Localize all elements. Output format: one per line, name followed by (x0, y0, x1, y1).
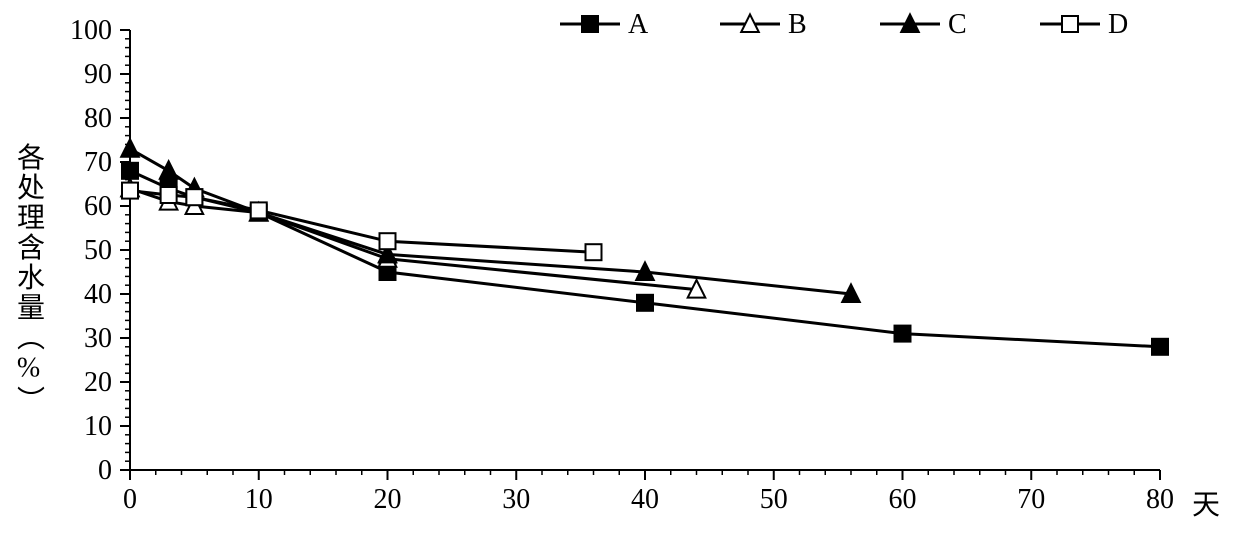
x-tick-label: 30 (502, 484, 530, 515)
series-markers-C (121, 139, 860, 302)
legend-label-A: A (628, 9, 649, 40)
marker-square (186, 189, 202, 205)
y-tick-label: 70 (84, 147, 112, 178)
y-tick-label: 100 (70, 15, 112, 46)
marker-square (122, 163, 138, 179)
x-axis-label: 天 (1192, 483, 1220, 523)
legend-label-C: C (948, 9, 967, 40)
marker-square (1062, 16, 1078, 32)
x-tick-label: 20 (374, 484, 402, 515)
series-line-C (130, 149, 851, 294)
x-tick-label: 0 (123, 484, 137, 515)
line-chart: 0 10 20 30 40 50 60 70 80 90 100 0 10 20 30 40 50 60 70 80 A… (0, 0, 1240, 557)
marker-square (637, 295, 653, 311)
marker-square (251, 202, 267, 218)
x-tick-label: 50 (760, 484, 788, 515)
y-tick-label: 0 (98, 455, 112, 486)
y-tick-label: 60 (84, 191, 112, 222)
y-tick-label: 90 (84, 59, 112, 90)
marker-square (586, 244, 602, 260)
legend-label-D: D (1108, 9, 1128, 40)
legend-label-B: B (788, 9, 807, 40)
marker-triangle (121, 139, 139, 157)
x-tick-label: 10 (245, 484, 273, 515)
marker-triangle (160, 161, 178, 179)
series-markers-A (122, 163, 1168, 355)
y-tick-label: 10 (84, 411, 112, 442)
marker-square (895, 326, 911, 342)
x-tick-label: 70 (1017, 484, 1045, 515)
y-tick-label: 80 (84, 103, 112, 134)
y-tick-label: 50 (84, 235, 112, 266)
chart-container: 各处理含水量（%） 天 0 10 20 30 40 50 60 70 80 90 100 0 10 20 3… (0, 0, 1240, 557)
x-tick-label: 40 (631, 484, 659, 515)
marker-square (122, 183, 138, 199)
y-tick-label: 20 (84, 367, 112, 398)
x-tick-label: 80 (1146, 484, 1174, 515)
series-markers-B (121, 179, 705, 298)
marker-square (582, 16, 598, 32)
x-tick-label: 60 (889, 484, 917, 515)
y-tick-label: 40 (84, 279, 112, 310)
marker-square (161, 187, 177, 203)
series-line-A (130, 171, 1160, 347)
y-tick-label: 30 (84, 323, 112, 354)
y-axis-label: 各处理含水量（%） (8, 142, 48, 415)
marker-square (1152, 339, 1168, 355)
marker-square (380, 233, 396, 249)
